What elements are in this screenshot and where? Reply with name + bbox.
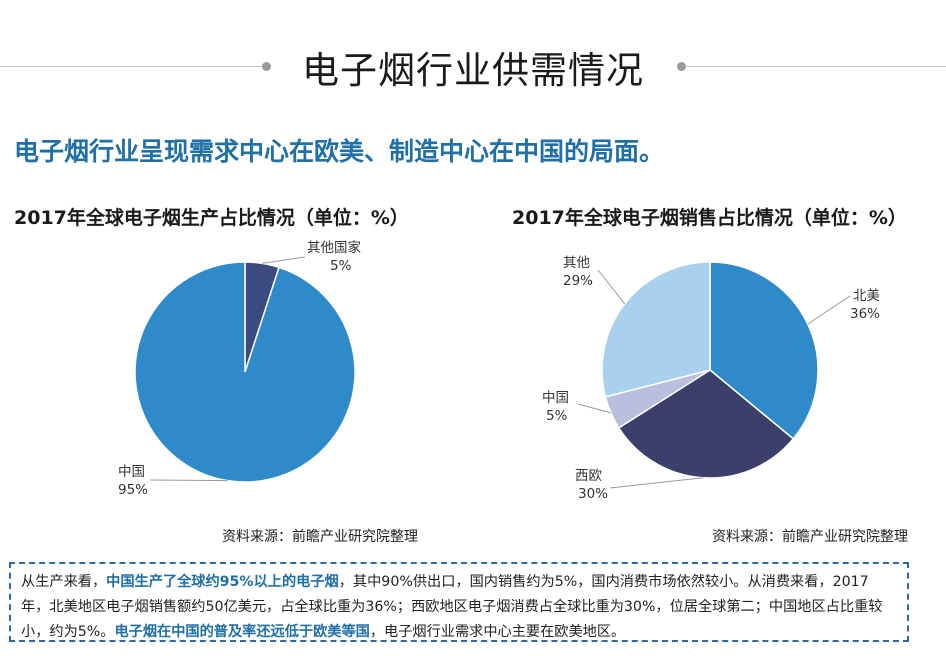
title-bar: 电子烟行业供需情况 <box>0 32 946 96</box>
other-countries-production-leader-line <box>262 256 306 264</box>
note-text-1: 从生产来看， <box>21 574 107 590</box>
western-europe-leader-line <box>609 477 704 489</box>
china-sales-label: 中国 <box>542 390 569 406</box>
north-america-slice <box>709 261 819 440</box>
china-production-leader-line <box>149 479 228 482</box>
others-sales-slice <box>601 261 711 398</box>
note-highlight-2: 电子烟在中国的普及率还远低于欧美等国 <box>114 624 370 640</box>
north-america-leader-line <box>807 295 851 325</box>
china-production-slice <box>134 261 356 483</box>
western-europe-value-label: 30% <box>578 486 608 502</box>
other-countries-production-label: 其他国家 <box>307 239 361 256</box>
sales-chart-title: 2017年全球电子烟销售占比情况（单位：%） <box>512 207 907 229</box>
title-divider-left <box>0 66 262 67</box>
china-production-label: 中国 <box>118 464 145 480</box>
china-production-value-label: 95% <box>118 482 148 498</box>
note-text-3: ，电子烟行业需求中心主要在欧美地区。 <box>369 624 626 640</box>
north-america-value-label: 36% <box>850 306 880 322</box>
note-text-2: ，其中90%供出口，国内销售约为5%，国内消费市场依然较小。从消费来看，2017… <box>21 574 883 640</box>
north-america-label: 北美 <box>853 288 880 304</box>
china-sales-leader-line <box>577 403 612 414</box>
others-sales-leader-line <box>597 269 626 305</box>
title-dot-left <box>262 62 271 71</box>
production-pie: 其他国家 5% 中国 95% <box>118 239 361 498</box>
sales-pie: 北美 36% 西欧 30% 中国 5% 其他 29% <box>542 255 880 502</box>
title-dot-right <box>677 62 686 71</box>
sales-source: 资料来源：前瞻产业研究院整理 <box>712 529 908 545</box>
others-sales-label: 其他 <box>563 255 590 271</box>
production-chart-title: 2017年全球电子烟生产占比情况（单位：%） <box>14 207 409 229</box>
title-divider-right <box>686 66 946 67</box>
china-sales-value-label: 5% <box>546 408 568 424</box>
page-title: 电子烟行业供需情况 <box>302 49 644 92</box>
subtitle: 电子烟行业呈现需求中心在欧美、制造中心在中国的局面。 <box>14 137 665 166</box>
note-highlight-1: 中国生产了全球约95%以上的电子烟 <box>106 574 339 590</box>
summary-note: 从生产来看，中国生产了全球约95%以上的电子烟，其中90%供出口，国内销售约为5… <box>9 562 909 642</box>
production-source: 资料来源：前瞻产业研究院整理 <box>222 529 418 545</box>
others-sales-value-label: 29% <box>563 273 593 289</box>
other-countries-production-value-label: 5% <box>330 258 352 274</box>
western-europe-label: 西欧 <box>575 468 603 484</box>
